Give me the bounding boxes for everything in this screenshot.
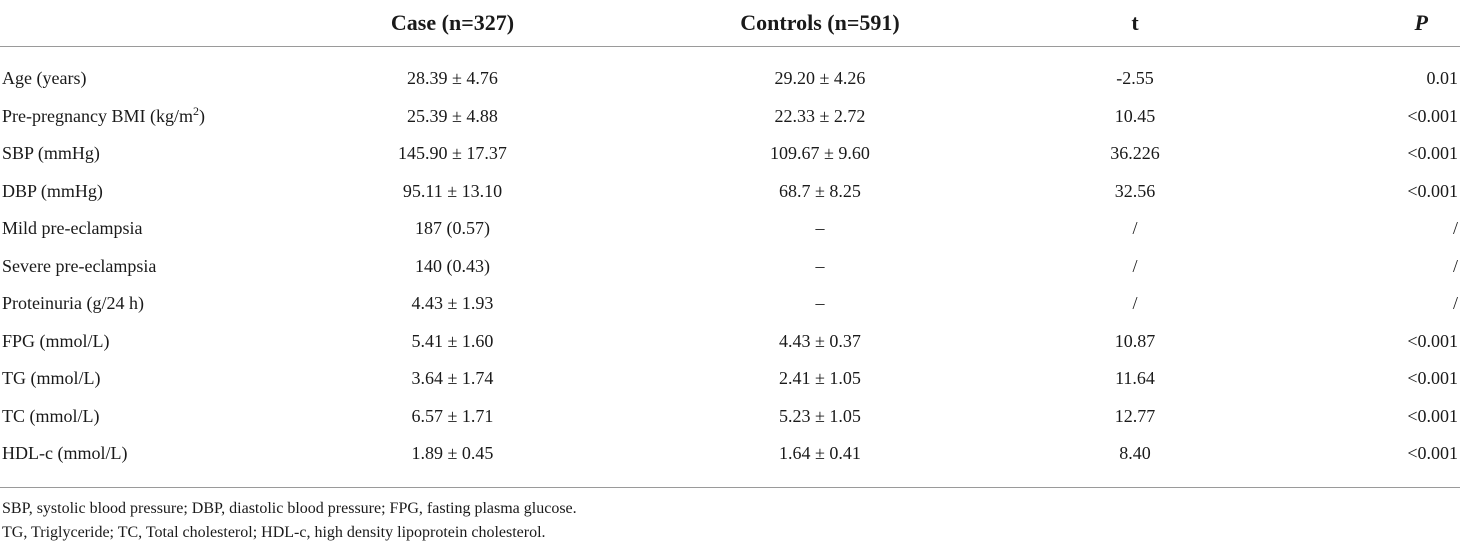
cell-t: / xyxy=(1132,255,1138,276)
cell-t: 32.56 xyxy=(1114,180,1156,201)
cell-t: / xyxy=(1132,293,1138,314)
header-label xyxy=(0,0,275,47)
cell-t: 11.64 xyxy=(1115,368,1155,389)
header-p: P xyxy=(1260,0,1460,47)
cell-case: 6.57 ± 1.71 xyxy=(411,405,494,426)
table-row: SBP (mmHg) 145.90 ± 17.37 109.67 ± 9.60 36.… xyxy=(0,135,1460,173)
cell-case: 140 (0.43) xyxy=(415,255,490,276)
row-label-suffix: ) xyxy=(198,105,205,126)
cell-p: 0.01 xyxy=(1426,68,1459,89)
cell-controls: 2.41 ± 1.05 xyxy=(779,368,861,389)
row-label-text: SBP (mmHg) xyxy=(2,143,100,164)
cell-t: 8.40 xyxy=(1119,443,1151,464)
footnote-line: TG, Triglyceride; TC, Total cholesterol;… xyxy=(2,524,546,541)
header-controls: Controls (n=591) xyxy=(630,0,1010,47)
cell-p: <0.001 xyxy=(1407,330,1458,351)
cell-p: <0.001 xyxy=(1407,105,1458,126)
data-table: Case (n=327) Controls (n=591) t P Age (y… xyxy=(0,0,1460,488)
cell-controls: – xyxy=(815,218,825,239)
row-label-text: DBP (mmHg) xyxy=(2,180,103,201)
cell-t: 12.77 xyxy=(1114,405,1156,426)
row-label: TC (mmol/L) xyxy=(0,398,275,436)
row-label: TG (mmol/L) xyxy=(0,360,275,398)
table-row: Pre-pregnancy BMI (kg/m2) 25.39 ± 4.88 22.… xyxy=(0,98,1460,136)
row-label-text: HDL-c (mmol/L) xyxy=(2,443,128,464)
cell-controls: 5.23 ± 1.05 xyxy=(779,405,861,426)
table-row: FPG (mmol/L) 5.41 ± 1.60 4.43 ± 0.37 10.87 <… xyxy=(0,323,1460,361)
table-row: HDL-c (mmol/L) 1.89 ± 0.45 1.64 ± 0.41 8.40… xyxy=(0,435,1460,473)
table-row: Severe pre-eclampsia 140 (0.43) – / / xyxy=(0,248,1460,286)
row-label-text: Mild pre-eclampsia xyxy=(2,218,143,239)
cell-case: 28.39 ± 4.76 xyxy=(407,68,498,89)
cell-case: 95.11 ± 13.10 xyxy=(402,180,503,201)
footnote-line: SBP, systolic blood pressure; DBP, diast… xyxy=(2,500,577,517)
cell-case: 1.89 ± 0.45 xyxy=(411,443,494,464)
data-table-container: Case (n=327) Controls (n=591) t P Age (y… xyxy=(0,0,1460,488)
cell-p: <0.001 xyxy=(1407,405,1458,426)
header-case: Case (n=327) xyxy=(275,0,630,47)
table-row: Mild pre-eclampsia 187 (0.57) – / / xyxy=(0,210,1460,248)
cell-case: 145.90 ± 17.37 xyxy=(398,143,507,164)
row-label-superscript: 2 xyxy=(192,103,199,118)
cell-case: 25.39 ± 4.88 xyxy=(407,105,498,126)
table-bottom-rule xyxy=(0,472,1460,488)
header-t: t xyxy=(1010,0,1260,47)
row-label: Severe pre-eclampsia xyxy=(0,248,275,286)
row-label: SBP (mmHg) xyxy=(0,135,275,173)
row-label: Pre-pregnancy BMI (kg/m2) xyxy=(0,98,275,136)
cell-t: 10.45 xyxy=(1114,105,1156,126)
cell-p: <0.001 xyxy=(1407,368,1458,389)
row-label: DBP (mmHg) xyxy=(0,173,275,211)
table-row: Age (years) 28.39 ± 4.76 29.20 ± 4.26 -2.55… xyxy=(0,60,1460,98)
cell-controls: – xyxy=(815,255,825,276)
cell-t: -2.55 xyxy=(1116,68,1154,89)
table-body: Age (years) 28.39 ± 4.76 29.20 ± 4.26 -2.55… xyxy=(0,47,1460,488)
cell-controls: 4.43 ± 0.37 xyxy=(779,330,861,351)
row-label: Age (years) xyxy=(0,60,275,98)
cell-p: / xyxy=(1452,255,1458,276)
row-label-text: TC (mmol/L) xyxy=(2,405,100,426)
cell-case: 5.41 ± 1.60 xyxy=(411,330,494,351)
row-label-text: FPG (mmol/L) xyxy=(2,330,110,351)
table-row: DBP (mmHg) 95.11 ± 13.10 68.7 ± 8.25 32.56 <… xyxy=(0,173,1460,211)
cell-controls: 109.67 ± 9.60 xyxy=(770,143,870,164)
row-label: HDL-c (mmol/L) xyxy=(0,435,275,473)
row-label: FPG (mmol/L) xyxy=(0,323,275,361)
cell-case: 4.43 ± 1.93 xyxy=(411,293,494,314)
cell-t: / xyxy=(1132,218,1138,239)
row-label-text: Age (years) xyxy=(2,68,87,89)
cell-case: 187 (0.57) xyxy=(415,218,490,239)
cell-p: <0.001 xyxy=(1407,143,1458,164)
cell-t: 10.87 xyxy=(1114,330,1156,351)
header-row: Case (n=327) Controls (n=591) t P xyxy=(0,0,1460,47)
cell-case: 3.64 ± 1.74 xyxy=(411,368,494,389)
cell-controls: 1.64 ± 0.41 xyxy=(779,443,861,464)
table-row: TC (mmol/L) 6.57 ± 1.71 5.23 ± 1.05 12.77 <0… xyxy=(0,398,1460,436)
row-label-text: Pre-pregnancy BMI (kg/m xyxy=(2,105,193,126)
row-label-text: TG (mmol/L) xyxy=(2,368,101,389)
cell-controls: 68.7 ± 8.25 xyxy=(779,180,861,201)
cell-p: <0.001 xyxy=(1407,443,1458,464)
cell-controls: 22.33 ± 2.72 xyxy=(774,105,866,126)
cell-controls: 29.20 ± 4.26 xyxy=(774,68,866,89)
row-label-text: Severe pre-eclampsia xyxy=(2,255,157,276)
row-label: Proteinuria (g/24 h) xyxy=(0,285,275,323)
row-label-text: Proteinuria (g/24 h) xyxy=(2,293,144,314)
table-row: TG (mmol/L) 3.64 ± 1.74 2.41 ± 1.05 11.64 <0… xyxy=(0,360,1460,398)
row-label: Mild pre-eclampsia xyxy=(0,210,275,248)
table-row: Proteinuria (g/24 h) 4.43 ± 1.93 – / / xyxy=(0,285,1460,323)
cell-controls: – xyxy=(815,293,825,314)
table-footnotes: SBP, systolic blood pressure; DBP, diast… xyxy=(2,497,577,545)
cell-p: <0.001 xyxy=(1407,180,1458,201)
cell-p: / xyxy=(1452,218,1458,239)
cell-p: / xyxy=(1452,293,1458,314)
cell-t: 36.226 xyxy=(1110,143,1160,164)
